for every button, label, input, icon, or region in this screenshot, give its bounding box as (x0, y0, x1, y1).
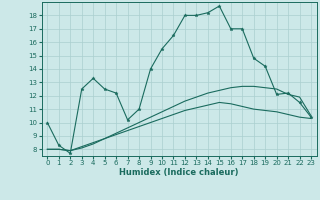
X-axis label: Humidex (Indice chaleur): Humidex (Indice chaleur) (119, 168, 239, 177)
